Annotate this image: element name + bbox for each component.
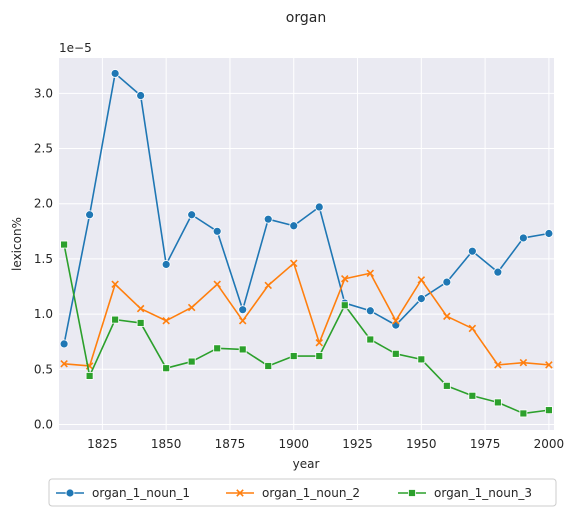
x-tick-label: 1825 [87, 437, 118, 451]
x-tick-label: 1925 [342, 437, 373, 451]
x-axis-ticks: 1825 1850 1875 1900 1925 1950 1975 2000 [87, 437, 564, 451]
data-point [391, 320, 401, 330]
legend: organ_1_noun_1 organ_1_noun_2 organ_1_noun… [48, 478, 557, 507]
data-point [162, 364, 171, 373]
data-point [187, 357, 196, 366]
data-point [416, 294, 426, 304]
data-point [315, 339, 324, 347]
y-axis-ticks: 0.0 0.5 1.0 1.5 2.0 2.5 3.0 [34, 86, 53, 431]
series-organ_1_noun_3 [60, 240, 553, 418]
legend-label: organ_1_noun_3 [434, 486, 532, 500]
x-tick-label: 1875 [215, 437, 246, 451]
data-point [391, 349, 400, 358]
data-point [493, 398, 502, 407]
data-point [289, 352, 298, 360]
legend-box [48, 478, 557, 507]
data-point [111, 315, 120, 324]
data-point [263, 214, 273, 224]
data-point [417, 355, 426, 364]
data-point [59, 339, 69, 349]
data-point [545, 361, 553, 369]
y-tick-label: 3.0 [34, 86, 53, 100]
legend-label: organ_1_noun_1 [92, 486, 190, 500]
data-point [162, 316, 170, 325]
y-tick-label: 1.0 [34, 307, 53, 321]
data-point [518, 233, 528, 243]
data-point [366, 269, 375, 278]
data-point [494, 361, 502, 369]
data-point [366, 335, 375, 344]
data-point [289, 259, 298, 268]
y-axis-label: lexicon% [10, 217, 24, 271]
data-point [443, 312, 451, 321]
x-tick-label: 1850 [151, 437, 182, 451]
x-axis-label: year [293, 457, 320, 471]
data-point [468, 324, 477, 333]
legend-entry: organ_1_noun_2 [226, 486, 360, 500]
series-line [63, 244, 549, 415]
x-tick-label: 1975 [470, 437, 501, 451]
data-point [315, 352, 324, 360]
data-point [341, 275, 349, 283]
data-point [468, 391, 477, 400]
y-tick-label: 2.5 [34, 142, 53, 156]
x-tick-label: 2000 [534, 437, 565, 451]
plot-area [59, 58, 554, 430]
data-point [213, 280, 221, 289]
y-axis-multiplier: 1e−5 [59, 41, 92, 55]
series-layer [59, 69, 554, 418]
y-tick-label: 0.0 [34, 417, 53, 431]
data-point [238, 345, 247, 354]
y-tick-label: 2.0 [34, 197, 53, 211]
data-point [544, 406, 553, 415]
data-point [212, 226, 222, 236]
data-point [493, 267, 503, 277]
data-point [264, 281, 272, 290]
data-point [187, 303, 196, 312]
data-point [136, 319, 145, 327]
data-point [85, 210, 95, 220]
data-point [187, 210, 197, 220]
x-tick-label: 1900 [278, 437, 309, 451]
y-tick-label: 1.5 [34, 252, 53, 266]
y-tick-label: 0.5 [34, 362, 53, 376]
data-point [264, 362, 273, 370]
data-point [161, 260, 171, 269]
series-line [64, 262, 549, 367]
data-point [442, 277, 452, 287]
data-point [392, 316, 400, 325]
grid-lines [59, 58, 554, 430]
data-point [365, 306, 375, 316]
legend-entry: organ_1_noun_1 [56, 486, 190, 500]
data-point [60, 240, 69, 249]
data-point [213, 344, 222, 353]
data-point [289, 221, 299, 231]
data-point [85, 372, 94, 380]
legend-marker [65, 488, 75, 498]
x-tick-label: 1950 [406, 437, 437, 451]
series-organ_1_noun_2 [60, 259, 553, 370]
legend-marker [408, 489, 416, 497]
data-point [238, 305, 248, 315]
data-point [442, 381, 451, 390]
legend-marker [236, 489, 244, 497]
data-point [519, 358, 528, 367]
data-point [314, 202, 324, 212]
legend-label: organ_1_noun_2 [262, 486, 360, 500]
data-point [136, 91, 146, 100]
data-point [60, 360, 68, 368]
data-point [110, 69, 120, 78]
chart-title: organ [286, 10, 326, 26]
data-point [519, 409, 528, 418]
series-line [63, 72, 550, 345]
data-point [111, 280, 119, 289]
data-point [136, 304, 145, 313]
data-point [340, 301, 349, 310]
legend-entry: organ_1_noun_3 [398, 486, 532, 500]
data-point [467, 246, 477, 256]
data-point [238, 316, 247, 325]
data-point [544, 229, 554, 238]
data-point [417, 276, 426, 284]
